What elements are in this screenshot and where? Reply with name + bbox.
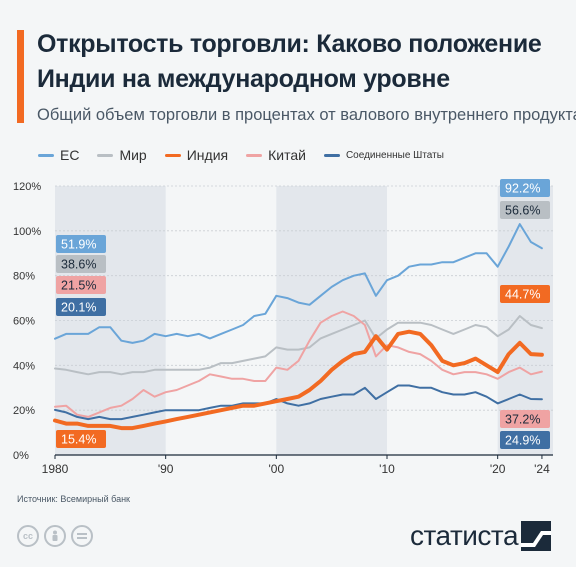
value-label-box [56, 276, 106, 294]
y-tick-label: 80% [13, 271, 35, 283]
x-tick-label: '00 [269, 462, 285, 476]
title-accent-bar [17, 30, 24, 123]
page-title: Открытость торговли: Каково положение Ин… [37, 30, 542, 93]
value-label-box [56, 298, 106, 316]
value-label-box [500, 179, 550, 197]
statista-logo[interactable]: статиста [410, 520, 552, 552]
value-label-start_label-3: 21.5% [56, 276, 106, 294]
value-label-end_label-0: 92.2% [500, 179, 550, 197]
y-tick-label: 20% [13, 405, 35, 417]
legend-item-india: Индия [164, 147, 229, 163]
chart-legend: ЕС Мир Индия Китай Соединенные Штаты [38, 145, 462, 165]
x-tick-label: 1980 [42, 462, 69, 476]
y-tick-label: 100% [13, 226, 41, 238]
person-icon [44, 525, 66, 547]
x-tick-label: '90 [158, 462, 174, 476]
y-tick-label: 120% [13, 181, 41, 193]
value-label-text: 15.4% [61, 433, 96, 447]
legend-item-world: Мир [97, 147, 147, 163]
legend-item-china: Китай [246, 147, 306, 163]
x-tick-label: '20 [490, 462, 506, 476]
value-label-box [500, 410, 550, 428]
series-line-1 [54, 315, 543, 376]
legend-label-usa: Соединенные Штаты [345, 149, 444, 161]
value-label-text: 24.9% [505, 434, 540, 448]
value-label-start_label-2: 15.4% [56, 430, 106, 448]
legend-swatch-usa [323, 153, 340, 157]
value-label-text: 37.2% [505, 413, 540, 427]
y-tick-label: 40% [13, 360, 35, 372]
series-line-4 [54, 384, 543, 421]
license-icons: cc [17, 525, 98, 547]
value-label-text: 51.9% [61, 238, 96, 252]
value-label-start_label-0: 51.9% [56, 235, 106, 253]
series-line-0 [54, 223, 543, 344]
legend-label-world: Мир [119, 147, 147, 163]
value-label-start_label-1: 38.6% [56, 255, 106, 273]
value-label-text: 92.2% [505, 182, 540, 196]
trade-openness-chart: 0% 20% 40% 60% 80% 100% 120% 1980 '90 '00 '10 '20 '2… [13, 179, 553, 476]
legend-item-usa: Соединенные Штаты [323, 149, 444, 161]
equals-icon [71, 525, 93, 547]
value-label-text: 44.7% [505, 288, 540, 302]
y-tick-label: 0% [13, 450, 29, 462]
y-tick-label: 60% [13, 316, 35, 328]
legend-label-eu: ЕС [60, 147, 80, 163]
statista-mark-icon [521, 521, 552, 551]
value-label-end_label-1: 56.6% [500, 201, 550, 219]
value-label-box [500, 285, 550, 303]
value-label-text: 56.6% [505, 204, 540, 218]
legend-swatch-china [246, 153, 263, 157]
legend-label-china: Китай [268, 147, 306, 163]
x-tick-label: '10 [379, 462, 395, 476]
value-label-end_label-4: 24.9% [500, 431, 550, 449]
legend-item-eu: ЕС [38, 147, 79, 163]
logo-text: статиста [410, 520, 519, 551]
value-label-box [56, 255, 106, 273]
value-label-text: 21.5% [61, 279, 96, 293]
cc-icon: cc [17, 525, 39, 547]
chart-subtitle: Общий объем торговли в процентах от вало… [37, 106, 576, 124]
value-label-text: 20.1% [61, 301, 96, 315]
value-label-box [56, 430, 106, 448]
legend-label-india: Индия [186, 147, 229, 163]
value-label-box [56, 235, 106, 253]
series-line-2 [53, 329, 544, 431]
value-label-box [500, 201, 550, 219]
series-line-3 [54, 310, 543, 418]
legend-swatch-india [164, 153, 181, 157]
value-label-text: 38.6% [61, 258, 96, 272]
source-note: Источник: Всемирный банк [17, 494, 130, 504]
legend-swatch-world [97, 153, 114, 157]
value-label-box [500, 431, 550, 449]
legend-swatch-eu [38, 153, 54, 157]
value-label-start_label-4: 20.1% [56, 298, 106, 316]
value-label-end_label-3: 37.2% [500, 410, 550, 428]
value-label-end_label-2: 44.7% [500, 285, 550, 303]
x-tick-label: '24 [534, 462, 550, 476]
